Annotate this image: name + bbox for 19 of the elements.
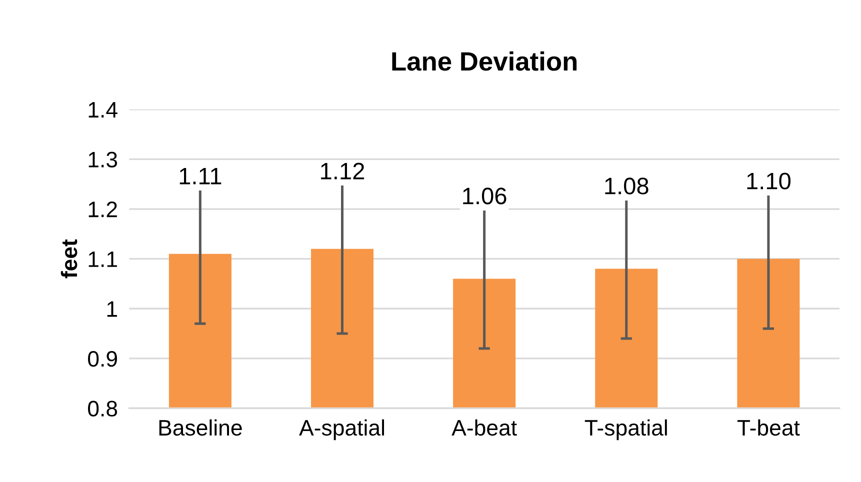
- y-tick-label: 1.3: [88, 152, 118, 168]
- x-tick-label: T-beat: [737, 419, 800, 436]
- y-tick-label: 1.4: [88, 102, 118, 118]
- y-tick-label: 1: [107, 301, 117, 317]
- chart-title: Lane Deviation: [392, 51, 577, 71]
- y-tick-label: 1.1: [88, 252, 117, 267]
- data-label: 1.12: [321, 162, 364, 180]
- y-tick-label: 1.2: [88, 202, 117, 218]
- data-label: 1.10: [747, 172, 790, 190]
- x-tick-label: T-spatial: [584, 419, 667, 440]
- y-tick-label: 0.8: [88, 400, 118, 417]
- x-tick-label: A-spatial: [299, 419, 384, 440]
- x-tick-label: Baseline: [159, 419, 242, 436]
- y-tick-label: 0.9: [88, 350, 117, 367]
- y-axis-title: feet: [60, 239, 78, 278]
- data-label: 1.08: [605, 178, 648, 194]
- data-label: 1.06: [463, 188, 506, 204]
- x-tick-label: A-beat: [452, 419, 517, 436]
- data-label: 1.11: [180, 168, 222, 184]
